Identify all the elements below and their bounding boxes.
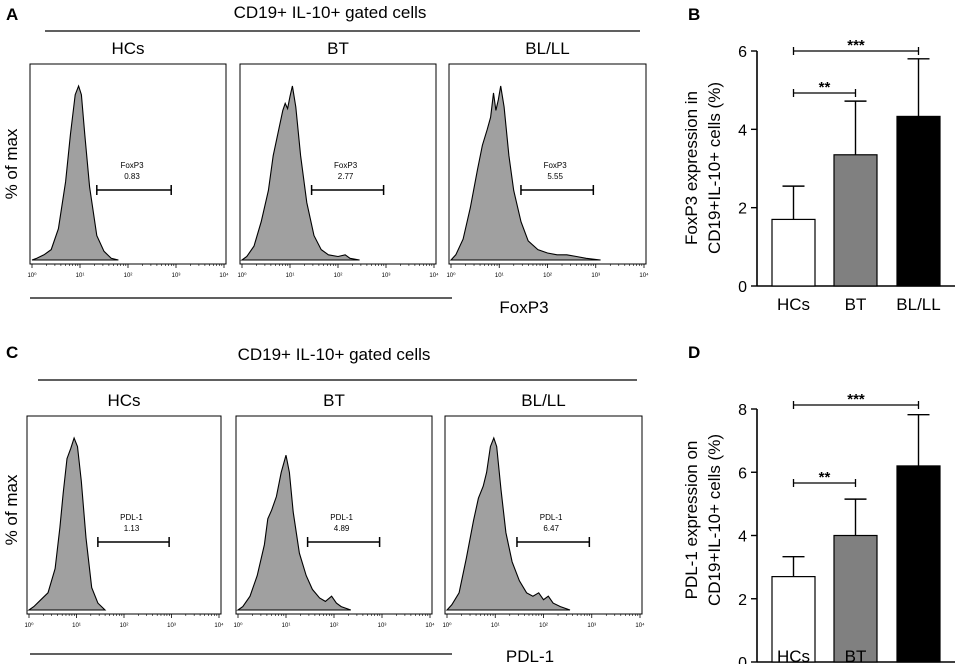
histogram-C-2 [445,436,571,611]
y-axis-label-line1-B: FoxP3 expression in [682,91,701,245]
x-tick-label-A-0-2: 10² [124,273,133,279]
panel-letter-C: C [6,343,18,362]
histogram-A-0 [31,84,119,261]
x-axis-label-C: PDL-1 [506,647,554,664]
gate-name-A-1: FoxP3 [334,161,358,170]
bar-D-1 [833,534,878,663]
x-tick-label-C-1-3: 10³ [378,623,387,629]
x-tick-label-A-2-1: 10¹ [495,273,504,279]
bar-D-2 [896,465,941,663]
gated-cells-header-C: CD19+ IL-10+ gated cells [238,345,431,364]
gate-value-A-2: 5.55 [547,172,563,181]
y-tick-label-B-0: 0 [738,279,747,296]
x-tick-label-A-1-2: 10² [334,273,343,279]
bar-B-0 [771,218,816,287]
category-label-B-2: BL/LL [896,295,940,314]
panel-letter-B: B [688,5,700,24]
group-title-C-0: HCs [107,391,140,410]
bar-D-0 [771,576,816,663]
gate-name-C-1: PDL-1 [330,513,353,522]
x-tick-label-C-2-3: 10³ [587,623,596,629]
x-tick-label-A-1-0: 10⁰ [237,272,247,279]
x-tick-label-A-2-0: 10⁰ [446,272,456,279]
group-title-A-2: BL/LL [525,39,569,58]
gate-name-C-0: PDL-1 [120,513,143,522]
x-tick-label-C-1-2: 10² [330,623,339,629]
x-tick-label-C-0-3: 10³ [167,623,176,629]
panel-letter-D: D [688,343,700,362]
x-tick-label-A-0-0: 10⁰ [27,272,37,279]
category-label-D-1: BT [845,647,867,664]
x-tick-label-C-2-4: 10⁴ [635,622,645,629]
group-title-C-2: BL/LL [521,391,565,410]
group-title-A-0: HCs [111,39,144,58]
group-title-C-1: BT [323,391,345,410]
x-tick-label-C-2-1: 10¹ [491,623,500,629]
histogram-A-2 [449,85,601,261]
panel-letter-A: A [6,5,18,24]
x-tick-label-A-0-3: 10³ [172,273,181,279]
category-label-B-1: BT [845,295,867,314]
histogram-A-1 [240,85,360,261]
sig-label-D-0: ** [819,469,831,486]
sig-label-D-1: *** [847,391,865,408]
x-tick-label-C-0-1: 10¹ [72,623,81,629]
y-axis-label-line2-D: CD19+IL-10+ cells (%) [705,434,724,606]
histogram-C-0 [27,436,107,611]
gate-value-A-1: 2.77 [338,172,354,181]
gate-value-C-0: 1.13 [124,524,140,533]
y-axis-label-A: % of max [2,128,21,199]
y-tick-label-B-1: 2 [738,201,747,218]
x-tick-label-A-1-1: 10¹ [286,273,295,279]
y-tick-label-D-0: 0 [738,655,747,664]
category-label-D-2: BL/LL [896,647,940,664]
x-tick-label-C-1-0: 10⁰ [233,622,243,629]
sig-label-B-1: *** [847,37,865,54]
sig-label-B-0: ** [819,79,831,96]
category-label-B-0: HCs [777,295,810,314]
x-tick-label-A-1-4: 10⁴ [429,272,439,279]
gate-value-C-1: 4.89 [334,524,350,533]
y-tick-label-D-3: 6 [738,465,747,482]
x-tick-label-C-2-0: 10⁰ [442,622,452,629]
y-axis-label-line2-B: CD19+IL-10+ cells (%) [705,82,724,254]
y-axis-label-C: % of max [2,474,21,545]
gated-cells-header-A: CD19+ IL-10+ gated cells [234,3,427,22]
y-axis-label-line1-D: PDL-1 expression on [682,441,701,600]
x-tick-label-A-0-1: 10¹ [76,273,85,279]
gate-value-A-0: 0.83 [124,172,140,181]
x-tick-label-C-2-2: 10² [539,623,548,629]
x-tick-label-A-2-2: 10² [543,273,552,279]
category-label-D-0: HCs [777,647,810,664]
gate-name-A-0: FoxP3 [120,161,144,170]
gate-name-C-2: PDL-1 [540,513,563,522]
x-tick-label-A-1-3: 10³ [382,273,391,279]
x-tick-label-A-2-3: 10³ [591,273,600,279]
y-tick-label-D-2: 4 [738,529,747,546]
x-tick-label-C-1-1: 10¹ [282,623,291,629]
x-tick-label-A-2-4: 10⁴ [639,272,649,279]
y-tick-label-B-3: 6 [738,44,747,61]
histogram-C-1 [236,455,351,611]
x-tick-label-A-0-4: 10⁴ [219,272,229,279]
gate-name-A-2: FoxP3 [544,161,568,170]
x-tick-label-C-0-0: 10⁰ [24,622,34,629]
bar-B-2 [896,115,941,287]
group-title-A-1: BT [327,39,349,58]
y-tick-label-D-1: 2 [738,592,747,609]
y-tick-label-B-2: 4 [738,122,747,139]
x-tick-label-C-0-2: 10² [120,623,129,629]
bar-B-1 [833,154,878,287]
x-tick-label-C-0-4: 10⁴ [214,622,224,629]
x-tick-label-C-1-4: 10⁴ [425,622,435,629]
gate-value-C-2: 6.47 [543,524,559,533]
x-axis-label-A: FoxP3 [499,298,548,317]
y-tick-label-D-4: 8 [738,402,747,419]
